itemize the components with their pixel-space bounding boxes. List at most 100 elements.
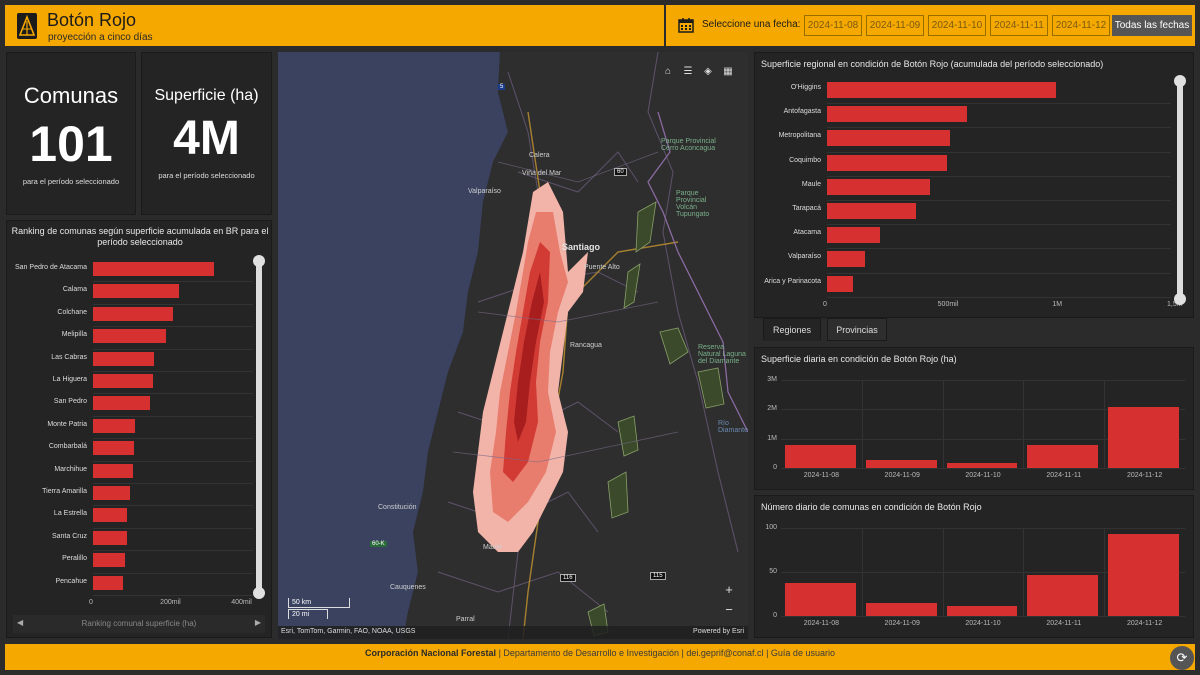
tab-provincias[interactable]: Provincias <box>827 318 887 341</box>
row-divider <box>827 103 1171 105</box>
map-place-label: Parral <box>456 616 475 623</box>
bar <box>946 606 1018 616</box>
row-divider <box>827 224 1171 226</box>
bar-label: Colchane <box>57 308 87 316</box>
bar <box>1108 534 1179 616</box>
x-tick-label: 400mil <box>231 599 252 606</box>
grid-line <box>942 528 944 616</box>
date-button-2024-11-12[interactable]: 2024-11-12 <box>1052 15 1110 36</box>
layers-icon[interactable]: ◈ <box>704 66 712 77</box>
row-divider <box>827 127 1171 129</box>
bar-label: Tierra Amarilla <box>42 488 87 495</box>
bar <box>785 445 856 468</box>
bar <box>93 508 128 523</box>
bar <box>827 178 931 195</box>
powered-by-esri[interactable]: Powered by Esri <box>693 628 744 635</box>
bar <box>93 329 166 344</box>
bar-label: La Estrella <box>53 510 87 518</box>
bar <box>93 441 135 456</box>
row-divider <box>93 595 253 596</box>
row-divider <box>93 483 253 484</box>
row-divider <box>827 296 1171 298</box>
map-canvas <box>278 52 748 639</box>
row-divider <box>93 371 253 372</box>
row-divider <box>93 281 253 283</box>
bar <box>827 106 967 123</box>
footer-dept[interactable]: Departamento de Desarrollo e Investigaci… <box>503 648 680 658</box>
daily-area-title: Superficie diaria en condición de Botón … <box>761 354 957 364</box>
bar-label: Valparaíso <box>788 253 821 261</box>
grid-line <box>1023 380 1025 468</box>
row-divider <box>827 200 1171 201</box>
scale-bar-mi: 20 mi <box>288 609 328 619</box>
row-divider <box>93 393 253 395</box>
ranking-scrollbar[interactable] <box>256 259 262 593</box>
date-label: Seleccione una fecha: <box>702 19 801 30</box>
bar <box>865 460 937 468</box>
kpi-superficie-sub: para el período seleccionado <box>158 171 255 180</box>
kpi-superficie-card: Superficie (ha) 4M para el período selec… <box>141 52 272 215</box>
map-place-label: Parque Provincial Volcán Tupungato <box>676 190 710 218</box>
refresh-icon[interactable]: ⟳ <box>1170 646 1194 670</box>
ranking-scroll-handle-top[interactable] <box>253 255 265 267</box>
bar <box>93 418 135 433</box>
date-button-2024-11-10[interactable]: 2024-11-10 <box>928 15 986 36</box>
date-button-2024-11-09[interactable]: 2024-11-09 <box>866 15 924 36</box>
x-tick-label: 0 <box>823 300 827 308</box>
map-place-label: Maule <box>483 544 503 551</box>
conaf-logo-icon <box>17 13 37 39</box>
regional-scroll-handle-bottom[interactable] <box>1174 293 1186 305</box>
map-place-label: Río Diamante <box>718 420 748 434</box>
zoom-in-icon[interactable]: + <box>725 582 733 597</box>
ranking-scroll-handle-bottom[interactable] <box>253 587 265 599</box>
bar <box>93 553 126 568</box>
daily-count-title: Número diario de comunas en condición de… <box>761 502 982 512</box>
bar <box>93 530 127 545</box>
all-dates-button[interactable]: Todas las fechas <box>1112 15 1192 36</box>
footer-email[interactable]: dei.geprif@conaf.cl <box>686 648 764 658</box>
bar-label: Coquimbo <box>789 156 821 164</box>
date-button-2024-11-11[interactable]: 2024-11-11 <box>990 15 1048 36</box>
regional-title: Superficie regional en condición de Botó… <box>761 59 1104 69</box>
map-place-label: Rancagua <box>570 342 602 349</box>
basemap-grid-icon[interactable]: ▦ <box>723 66 733 77</box>
map-view[interactable]: Calera Viña del Mar Valparaíso Santiago … <box>278 52 748 639</box>
ranking-footer: ◀ Ranking comunal superficie (ha) ▶ <box>13 615 265 633</box>
x-tick-label: 500mil <box>937 300 959 308</box>
app-subtitle: proyección a cinco días <box>48 32 153 43</box>
footer-guide[interactable]: Guía de usuario <box>770 648 835 658</box>
date-button-2024-11-08[interactable]: 2024-11-08 <box>804 15 862 36</box>
list-icon[interactable]: ☰ <box>683 66 693 77</box>
daily-count-chart: 0 50 100 2024-11-08 2024-11-09 2024-11-10 2024… <box>755 518 1195 638</box>
kpi-superficie-value: 4M <box>173 112 240 165</box>
bar <box>827 227 880 244</box>
chevron-left-icon[interactable]: ◀ <box>17 618 24 627</box>
row-divider <box>93 550 253 552</box>
footer-org[interactable]: Corporación Nacional Forestal <box>365 648 497 658</box>
bar <box>827 275 854 292</box>
grid-line <box>781 572 1185 573</box>
regional-scrollbar[interactable] <box>1177 79 1183 301</box>
row-divider <box>93 415 253 417</box>
map-place-label: Puente Alto <box>584 264 620 271</box>
x-tick-label: 2024-11-11 <box>1046 472 1082 479</box>
home-icon[interactable]: ⌂ <box>664 66 672 77</box>
date-selector: Seleccione una fecha: 2024-11-08 2024-11… <box>664 5 1195 46</box>
x-tick-label: 2024-11-12 <box>1126 472 1163 479</box>
x-tick-label: 200mil <box>160 599 181 606</box>
row-divider <box>93 572 253 574</box>
zoom-out-icon[interactable]: − <box>725 602 733 617</box>
grid-line <box>781 528 1185 529</box>
regional-chart: O'Higgins Antofagasta Metropolitana Coquimb… <box>755 75 1195 319</box>
bar-label: Monte Patria <box>47 420 87 428</box>
regional-scroll-handle-top[interactable] <box>1174 75 1186 87</box>
row-divider <box>93 527 253 529</box>
x-tick-label: 2024-11-11 <box>1046 620 1082 627</box>
bar-label: Santa Cruz <box>51 532 87 540</box>
tab-regiones[interactable]: Regiones <box>763 318 821 341</box>
bar-label: Combarbalá <box>48 443 87 451</box>
chevron-right-icon[interactable]: ▶ <box>254 618 261 627</box>
kpi-comunas-title: Comunas <box>23 83 119 108</box>
bar-label: Metropolitana <box>778 132 821 140</box>
grid-line <box>781 409 1185 411</box>
